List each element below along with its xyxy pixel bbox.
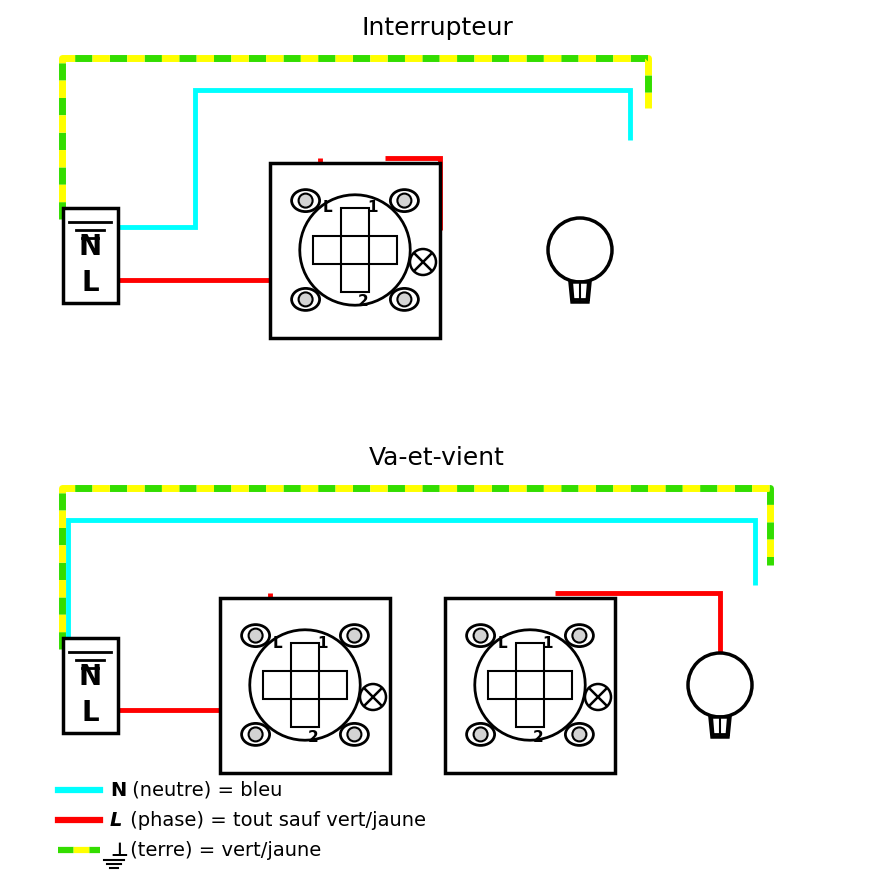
Text: L: L xyxy=(272,635,281,650)
Text: N: N xyxy=(79,663,101,691)
Ellipse shape xyxy=(391,190,419,212)
Circle shape xyxy=(410,249,436,275)
Circle shape xyxy=(347,628,362,642)
Ellipse shape xyxy=(565,625,593,647)
Text: N: N xyxy=(79,233,101,261)
Bar xyxy=(341,208,369,292)
Ellipse shape xyxy=(241,724,269,746)
Circle shape xyxy=(585,684,611,710)
Ellipse shape xyxy=(292,288,320,310)
Circle shape xyxy=(248,727,262,741)
Circle shape xyxy=(548,218,612,282)
Text: ⊥: ⊥ xyxy=(110,841,128,859)
Circle shape xyxy=(248,628,262,642)
Text: (phase) = tout sauf vert/jaune: (phase) = tout sauf vert/jaune xyxy=(124,810,426,829)
Circle shape xyxy=(398,194,412,208)
Ellipse shape xyxy=(241,625,269,647)
Circle shape xyxy=(398,293,412,307)
Polygon shape xyxy=(300,195,410,305)
Polygon shape xyxy=(710,717,730,737)
Bar xyxy=(489,671,572,699)
Bar xyxy=(263,671,347,699)
Text: 2: 2 xyxy=(357,295,368,309)
Bar xyxy=(63,207,117,302)
Bar xyxy=(63,637,117,732)
Bar xyxy=(290,643,319,727)
Polygon shape xyxy=(570,282,590,302)
Text: L: L xyxy=(81,699,99,727)
Text: L: L xyxy=(81,269,99,297)
Ellipse shape xyxy=(340,724,369,746)
Circle shape xyxy=(474,727,488,741)
Polygon shape xyxy=(250,630,360,740)
Ellipse shape xyxy=(292,190,320,212)
Polygon shape xyxy=(475,630,586,740)
Text: L: L xyxy=(497,635,507,650)
Ellipse shape xyxy=(565,724,593,746)
Bar xyxy=(270,163,440,337)
Circle shape xyxy=(299,194,313,208)
Text: L: L xyxy=(323,200,332,216)
Circle shape xyxy=(299,293,313,307)
Text: 2: 2 xyxy=(308,730,318,745)
Ellipse shape xyxy=(467,625,495,647)
Bar xyxy=(445,598,615,773)
Ellipse shape xyxy=(340,625,369,647)
Text: Va-et-vient: Va-et-vient xyxy=(369,446,505,470)
Text: 1: 1 xyxy=(318,635,329,650)
Text: Interrupteur: Interrupteur xyxy=(361,16,513,40)
Circle shape xyxy=(572,628,586,642)
Ellipse shape xyxy=(467,724,495,746)
Bar xyxy=(220,598,390,773)
Text: 2: 2 xyxy=(532,730,544,745)
Circle shape xyxy=(360,684,386,710)
Text: L: L xyxy=(110,810,122,829)
Text: 1: 1 xyxy=(368,200,378,216)
Circle shape xyxy=(347,727,362,741)
Circle shape xyxy=(572,727,586,741)
Text: 1: 1 xyxy=(543,635,553,650)
Text: N: N xyxy=(110,780,126,800)
Circle shape xyxy=(474,628,488,642)
Ellipse shape xyxy=(391,288,419,310)
Text: (neutre) = bleu: (neutre) = bleu xyxy=(126,780,282,800)
Circle shape xyxy=(688,653,752,717)
Text: (terre) = vert/jaune: (terre) = vert/jaune xyxy=(124,841,322,859)
Bar xyxy=(516,643,544,727)
Bar xyxy=(313,236,397,265)
